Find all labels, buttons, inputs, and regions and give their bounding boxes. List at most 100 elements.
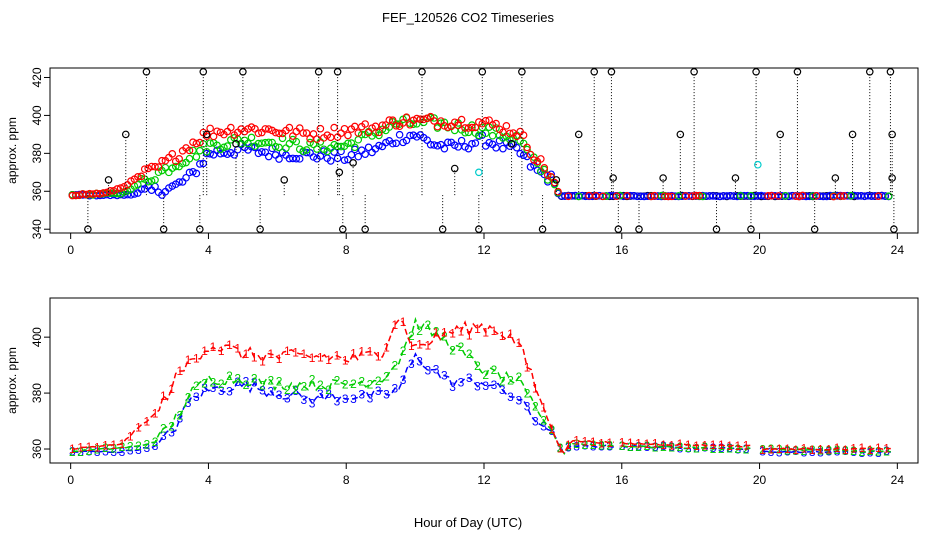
series-symbol: 2 xyxy=(218,377,225,391)
data-point xyxy=(774,192,783,200)
data-point xyxy=(564,192,573,201)
x-tick-label: 8 xyxy=(343,243,350,257)
series-symbol: 3 xyxy=(433,363,440,377)
series-symbol: 1 xyxy=(540,401,547,415)
data-point xyxy=(475,131,483,140)
series-symbol: 3 xyxy=(77,445,84,459)
data-point xyxy=(884,192,893,200)
data-point xyxy=(433,141,442,150)
series-symbol: 3 xyxy=(119,445,126,459)
spike-marker-low xyxy=(810,225,819,234)
data-point xyxy=(264,125,273,133)
spike-marker-mid xyxy=(335,168,344,177)
data-point xyxy=(151,162,159,171)
series-symbol: 2 xyxy=(77,445,84,459)
series-line xyxy=(762,450,892,454)
series-symbol: 2 xyxy=(627,440,634,454)
data-point xyxy=(502,122,511,130)
series-symbol: 1 xyxy=(660,438,667,452)
data-point xyxy=(437,117,445,125)
series-symbol: 2 xyxy=(152,435,159,449)
series-symbol: 2 xyxy=(660,440,667,454)
data-point xyxy=(574,192,583,201)
data-point xyxy=(206,124,214,133)
series-symbol: 1 xyxy=(817,443,824,457)
data-point xyxy=(340,156,349,164)
data-point xyxy=(151,176,159,184)
data-point xyxy=(499,144,507,153)
data-point xyxy=(454,121,462,130)
series-symbol: 3 xyxy=(759,444,766,458)
series-symbol: 1 xyxy=(743,439,750,453)
series-symbol: 1 xyxy=(152,406,159,420)
series-symbol: 1 xyxy=(301,347,308,361)
series-symbol: 3 xyxy=(210,381,217,395)
series-symbol: 3 xyxy=(127,444,134,458)
series-symbol: 3 xyxy=(809,445,816,459)
series-symbol: 3 xyxy=(644,440,651,454)
data-point xyxy=(313,135,321,143)
spike-marker-mid xyxy=(776,130,785,139)
series-symbol: 3 xyxy=(515,393,522,407)
series-symbol: 3 xyxy=(391,382,398,396)
series-symbol: 3 xyxy=(532,414,539,428)
data-point xyxy=(264,138,273,147)
series-symbol: 1 xyxy=(358,344,365,358)
series-symbol: 1 xyxy=(850,442,857,456)
series-symbol: 2 xyxy=(358,374,365,388)
series-symbol: 1 xyxy=(875,441,882,455)
series-symbol: 3 xyxy=(549,424,556,438)
data-point xyxy=(488,121,497,129)
series-symbol: 3 xyxy=(441,369,448,383)
series-symbol: 3 xyxy=(408,357,415,371)
series-symbol: 2 xyxy=(210,376,217,390)
data-point xyxy=(182,173,190,182)
series-symbol: 1 xyxy=(825,443,832,457)
series-symbol: 1 xyxy=(507,327,514,341)
y-tick-label: 380 xyxy=(30,383,44,403)
x-tick-label: 8 xyxy=(343,473,350,487)
data-point xyxy=(227,123,235,132)
data-point xyxy=(664,192,673,201)
data-point xyxy=(213,127,221,136)
spikes xyxy=(84,67,898,234)
series-symbol: 1 xyxy=(718,438,725,452)
series-symbol: 2 xyxy=(408,329,415,343)
series-symbol: 3 xyxy=(185,396,192,410)
series-symbol: 1 xyxy=(582,435,589,449)
data-point xyxy=(612,192,621,201)
series-symbol: 1 xyxy=(259,355,266,369)
series-red xyxy=(68,112,883,201)
series-symbol: 2 xyxy=(735,442,742,456)
series-symbol: 2 xyxy=(86,444,93,458)
x-tick-label: 16 xyxy=(615,473,629,487)
series-symbol: 1 xyxy=(119,437,126,451)
data-point xyxy=(499,128,507,137)
data-point xyxy=(347,150,356,159)
series-symbol: 3 xyxy=(834,445,841,459)
series-symbol: 3 xyxy=(718,441,725,455)
series-symbol: 3 xyxy=(177,411,184,425)
spike-marker-mid xyxy=(202,130,211,139)
series-symbol: 2 xyxy=(119,440,126,454)
spike-marker-high xyxy=(518,67,526,76)
series-symbol: 3 xyxy=(367,391,374,405)
data-point xyxy=(134,180,142,189)
data-point xyxy=(254,149,263,158)
series-symbol: 3 xyxy=(358,388,365,402)
data-point xyxy=(185,168,194,177)
spike-marker-mid xyxy=(507,140,516,148)
series-symbol: 1 xyxy=(160,389,167,403)
spike-marker-mid xyxy=(659,174,667,182)
series-symbol: 1 xyxy=(867,443,874,457)
x-tick-label: 12 xyxy=(477,243,491,257)
series-symbol: 1 xyxy=(309,351,316,365)
series-symbol: 2 xyxy=(102,441,109,455)
series-symbol: 2 xyxy=(859,445,866,459)
data-point xyxy=(137,172,146,181)
data-point xyxy=(185,154,194,163)
data-point xyxy=(354,129,363,137)
y-tick-label: 400 xyxy=(30,105,44,125)
spike-marker-low xyxy=(438,225,447,234)
